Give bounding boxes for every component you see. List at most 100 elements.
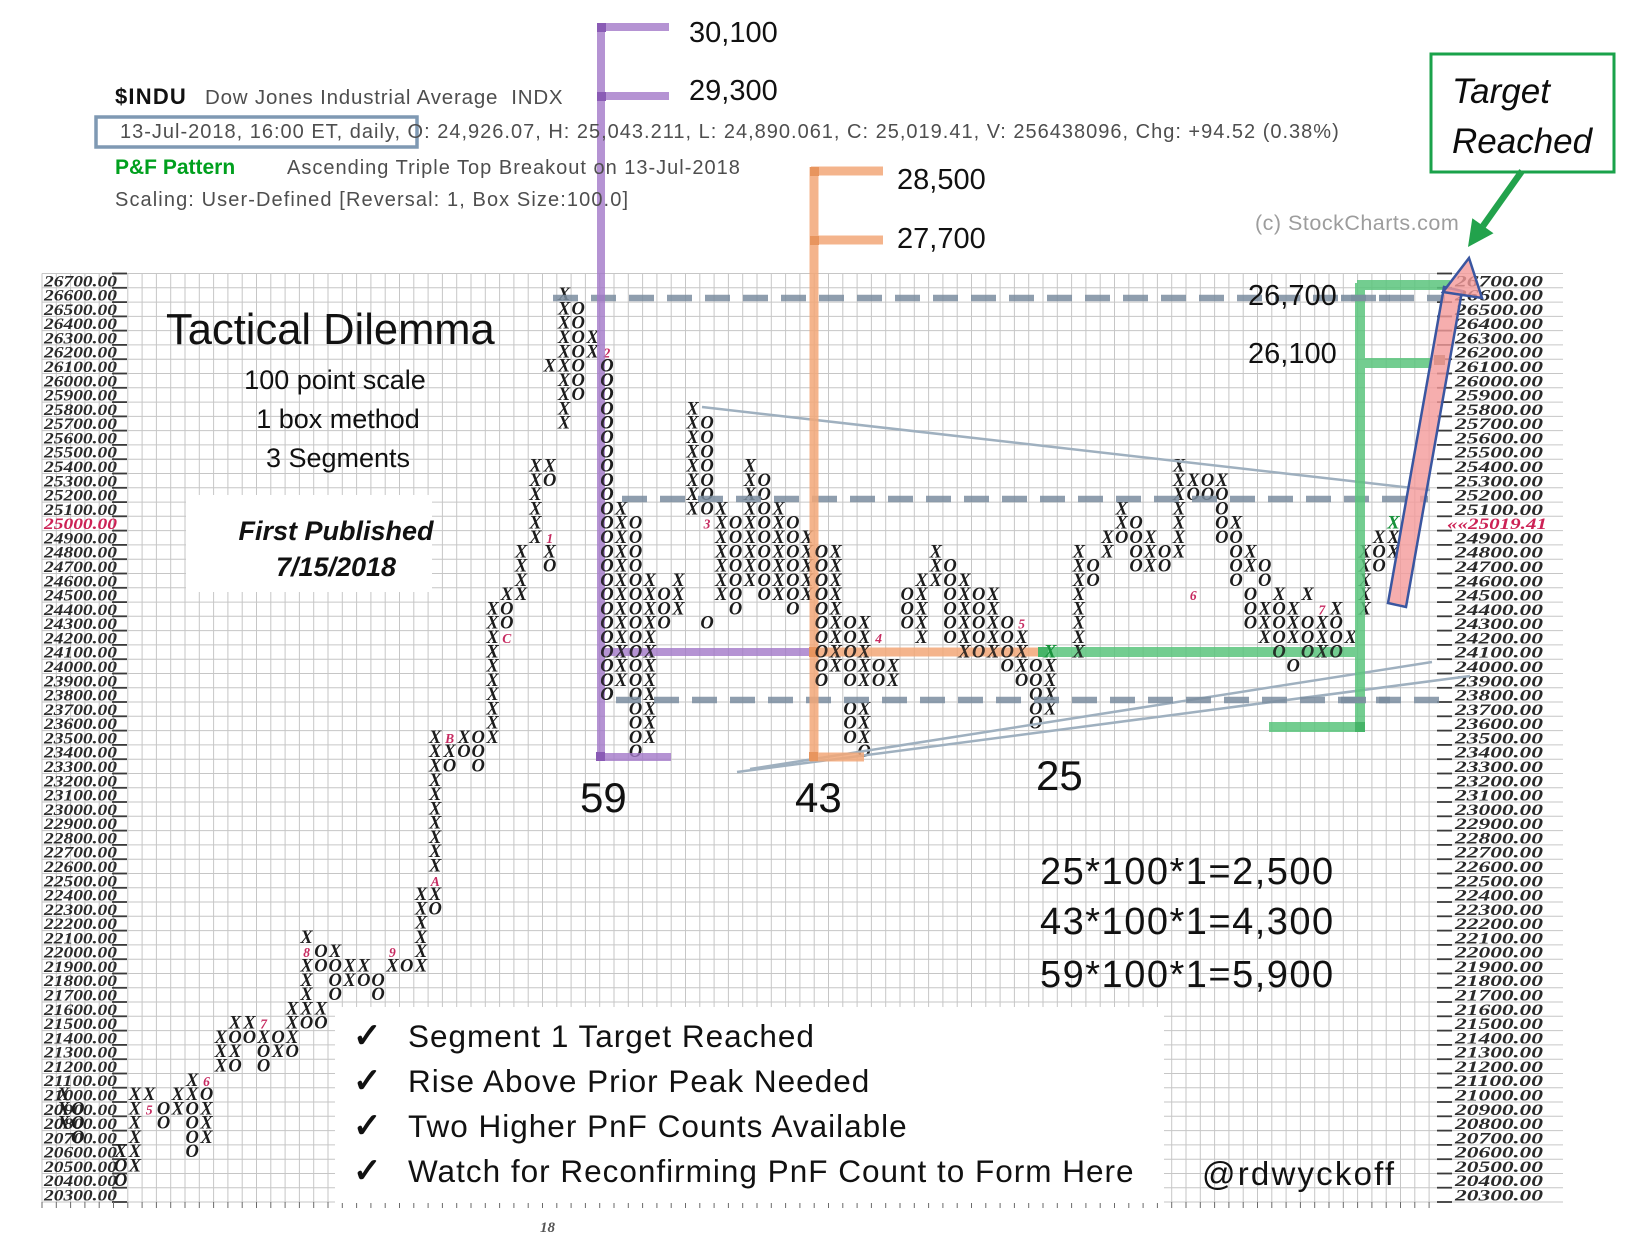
svg-text:X: X: [299, 999, 313, 1019]
svg-text:X: X: [414, 914, 428, 934]
svg-text:O: O: [572, 342, 585, 362]
svg-text:X: X: [1172, 542, 1186, 562]
svg-text:O: O: [629, 714, 642, 734]
svg-text:X: X: [743, 542, 757, 562]
svg-text:O: O: [314, 942, 327, 962]
svg-text:X: X: [1243, 557, 1257, 577]
svg-text:X: X: [771, 542, 785, 562]
svg-text:24200.00: 24200.00: [1454, 630, 1543, 647]
svg-text:O: O: [629, 628, 642, 648]
svg-text:O: O: [629, 599, 642, 619]
svg-text:O: O: [600, 514, 613, 534]
svg-text:O: O: [1029, 699, 1042, 719]
svg-text:21000.00: 21000.00: [43, 1088, 117, 1105]
svg-text:X: X: [829, 571, 843, 591]
svg-text:X: X: [614, 585, 628, 605]
svg-text:O: O: [758, 471, 771, 491]
svg-text:««25019.41: ««25019.41: [1447, 516, 1547, 533]
svg-text:100 point scale: 100 point scale: [244, 365, 426, 395]
svg-text:O: O: [228, 1028, 241, 1048]
svg-text:23800.00: 23800.00: [43, 688, 117, 705]
svg-text:O: O: [629, 671, 642, 691]
svg-text:X: X: [528, 514, 542, 534]
svg-text:O: O: [758, 499, 771, 519]
svg-text:O: O: [600, 471, 613, 491]
svg-text:X: X: [685, 457, 699, 477]
svg-text:X: X: [643, 642, 657, 662]
svg-text:25200.00: 25200.00: [43, 488, 117, 505]
svg-text:24600.00: 24600.00: [43, 573, 117, 590]
svg-text:X: X: [643, 599, 657, 619]
svg-text:X: X: [1014, 628, 1028, 648]
svg-text:O: O: [1129, 557, 1142, 577]
svg-text:20600.00: 20600.00: [1454, 1145, 1543, 1162]
svg-text:O: O: [472, 757, 485, 777]
svg-text:X: X: [1072, 614, 1086, 634]
svg-text:25800.00: 25800.00: [43, 402, 117, 419]
svg-text:O: O: [1244, 599, 1257, 619]
svg-text:X: X: [886, 671, 900, 691]
svg-text:24500.00: 24500.00: [1454, 588, 1543, 605]
svg-text:X: X: [671, 585, 685, 605]
svg-text:O: O: [600, 385, 613, 405]
svg-text:7: 7: [260, 1017, 268, 1032]
svg-text:O: O: [600, 414, 613, 434]
svg-text:✓: ✓: [353, 1152, 382, 1190]
svg-text:X: X: [428, 757, 442, 777]
svg-text:22400.00: 22400.00: [43, 888, 117, 905]
svg-text:X: X: [685, 414, 699, 434]
svg-text:X: X: [685, 471, 699, 491]
svg-text:O: O: [1001, 657, 1014, 677]
svg-text:O: O: [629, 528, 642, 548]
svg-text:O: O: [371, 985, 384, 1005]
svg-text:O: O: [657, 614, 670, 634]
svg-text:X: X: [428, 857, 442, 877]
svg-text:X: X: [1258, 628, 1272, 648]
svg-text:O: O: [186, 1114, 199, 1134]
svg-text:25200.00: 25200.00: [1454, 488, 1543, 505]
svg-text:X: X: [485, 628, 499, 648]
svg-text:X: X: [128, 1128, 142, 1148]
svg-text:13-Jul-2018, 16:00 ET, daily,: 13-Jul-2018, 16:00 ET, daily, O: 24,926.…: [120, 121, 1340, 143]
svg-text:X: X: [771, 514, 785, 534]
svg-text:O: O: [600, 642, 613, 662]
svg-text:O: O: [572, 385, 585, 405]
svg-text:8: 8: [303, 945, 310, 960]
svg-text:28,500: 28,500: [897, 164, 986, 196]
svg-text:X: X: [442, 742, 456, 762]
svg-text:O: O: [429, 899, 442, 919]
svg-text:X: X: [128, 1114, 142, 1134]
svg-text:X: X: [957, 571, 971, 591]
svg-text:O: O: [600, 628, 613, 648]
svg-text:23700.00: 23700.00: [43, 702, 117, 719]
svg-text:26000.00: 26000.00: [1454, 373, 1543, 390]
svg-text:23900.00: 23900.00: [43, 673, 117, 690]
svg-text:X: X: [643, 728, 657, 748]
svg-text:X: X: [514, 542, 528, 562]
svg-text:26100.00: 26100.00: [43, 359, 117, 376]
svg-text:O: O: [901, 585, 914, 605]
svg-text:X: X: [957, 585, 971, 605]
svg-text:23800.00: 23800.00: [1454, 688, 1543, 705]
svg-text:X: X: [428, 742, 442, 762]
svg-text:22000.00: 22000.00: [43, 945, 117, 962]
svg-text:X: X: [299, 971, 313, 991]
svg-text:O: O: [843, 699, 856, 719]
svg-text:X: X: [986, 614, 1000, 634]
svg-text:X: X: [986, 585, 1000, 605]
svg-text:22600.00: 22600.00: [1454, 859, 1543, 876]
svg-text:X: X: [714, 499, 728, 519]
svg-text:21100.00: 21100.00: [1454, 1073, 1543, 1090]
svg-text:X: X: [957, 642, 971, 662]
svg-text:X: X: [643, 714, 657, 734]
svg-text:43*100*1=4,300: 43*100*1=4,300: [1040, 901, 1335, 943]
svg-text:X: X: [643, 571, 657, 591]
svg-text:O: O: [371, 971, 384, 991]
svg-text:26400.00: 26400.00: [1454, 316, 1543, 333]
svg-text:X: X: [929, 542, 943, 562]
svg-text:X: X: [829, 557, 843, 577]
svg-text:X: X: [1043, 642, 1057, 662]
svg-text:O: O: [1301, 642, 1314, 662]
svg-text:24000.00: 24000.00: [43, 659, 117, 676]
svg-text:X: X: [128, 1142, 142, 1162]
